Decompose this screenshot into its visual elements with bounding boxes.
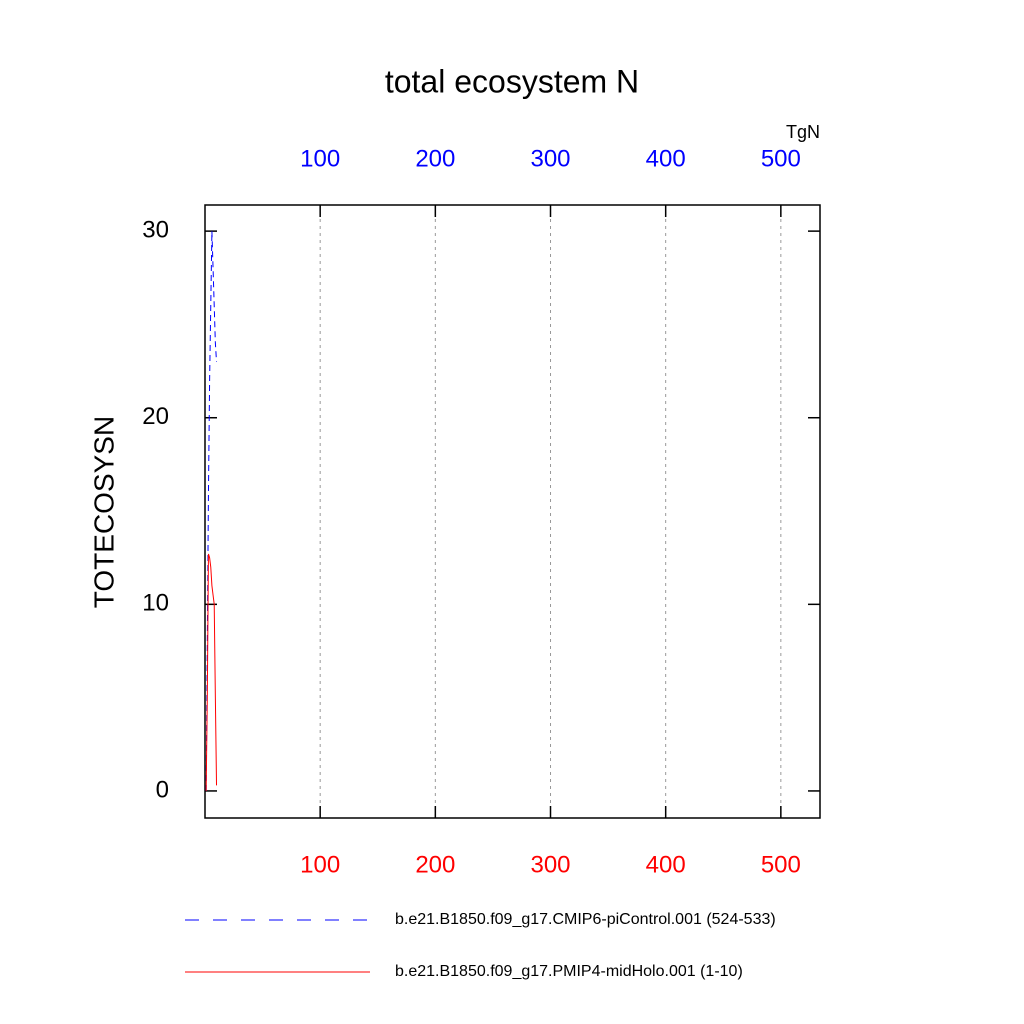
series-line [205, 553, 218, 791]
x2-tick-label: 100 [300, 145, 340, 172]
legend-label: b.e21.B1850.f09_g17.PMIP4-midHolo.001 (1… [395, 963, 743, 980]
x2-tick-label: 200 [415, 145, 455, 172]
legend-label: b.e21.B1850.f09_g17.CMIP6-piControl.001 … [395, 911, 776, 928]
y-tick-label: 20 [142, 403, 169, 430]
x-tick-label: 200 [415, 851, 455, 878]
units-label: TgN [786, 122, 820, 142]
y-tick-label: 10 [142, 590, 169, 617]
x-tick-label: 500 [761, 851, 801, 878]
x-tick-label: 100 [300, 851, 340, 878]
x2-tick-label: 300 [530, 145, 570, 172]
plot-frame [204, 204, 821, 819]
x-tick-label: 300 [530, 851, 570, 878]
y-axis-label: TOTECOSYSN [88, 416, 119, 608]
series-line [205, 231, 218, 791]
x-tick-label: 400 [646, 851, 686, 878]
y-tick-label: 30 [142, 216, 169, 243]
chart-title: total ecosystem N [385, 63, 639, 99]
x2-tick-label: 500 [761, 145, 801, 172]
x2-tick-label: 400 [646, 145, 686, 172]
y-tick-label: 0 [156, 776, 169, 803]
